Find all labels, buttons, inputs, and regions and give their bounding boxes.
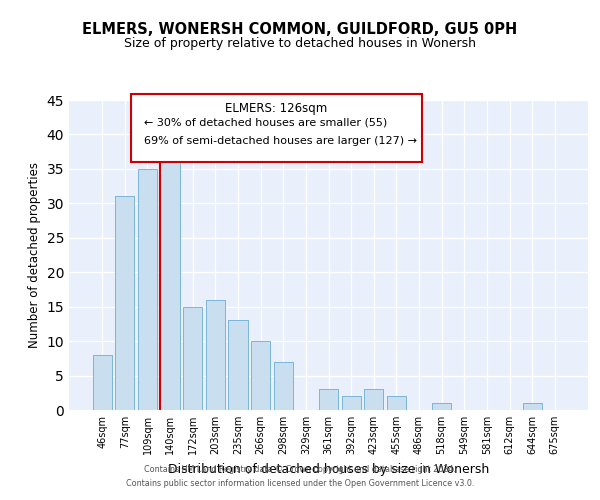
Y-axis label: Number of detached properties: Number of detached properties bbox=[28, 162, 41, 348]
X-axis label: Distribution of detached houses by size in Wonersh: Distribution of detached houses by size … bbox=[168, 462, 489, 475]
Bar bbox=[138, 169, 157, 410]
Bar bbox=[387, 396, 406, 410]
Text: Contains HM Land Registry data © Crown copyright and database right 2024.
Contai: Contains HM Land Registry data © Crown c… bbox=[126, 466, 474, 487]
FancyBboxPatch shape bbox=[131, 94, 422, 162]
Bar bbox=[160, 155, 180, 410]
Bar bbox=[523, 403, 542, 410]
Bar bbox=[251, 341, 270, 410]
Bar bbox=[341, 396, 361, 410]
Text: Size of property relative to detached houses in Wonersh: Size of property relative to detached ho… bbox=[124, 38, 476, 51]
Text: ← 30% of detached houses are smaller (55): ← 30% of detached houses are smaller (55… bbox=[144, 118, 388, 128]
Bar bbox=[364, 390, 383, 410]
Bar bbox=[274, 362, 293, 410]
Bar bbox=[229, 320, 248, 410]
Bar bbox=[115, 196, 134, 410]
Text: ELMERS: 126sqm: ELMERS: 126sqm bbox=[226, 102, 328, 114]
Bar bbox=[206, 300, 225, 410]
Text: ELMERS, WONERSH COMMON, GUILDFORD, GU5 0PH: ELMERS, WONERSH COMMON, GUILDFORD, GU5 0… bbox=[82, 22, 518, 38]
Bar bbox=[183, 306, 202, 410]
Text: 69% of semi-detached houses are larger (127) →: 69% of semi-detached houses are larger (… bbox=[144, 136, 417, 145]
Bar bbox=[92, 355, 112, 410]
Bar bbox=[319, 390, 338, 410]
Bar bbox=[432, 403, 451, 410]
